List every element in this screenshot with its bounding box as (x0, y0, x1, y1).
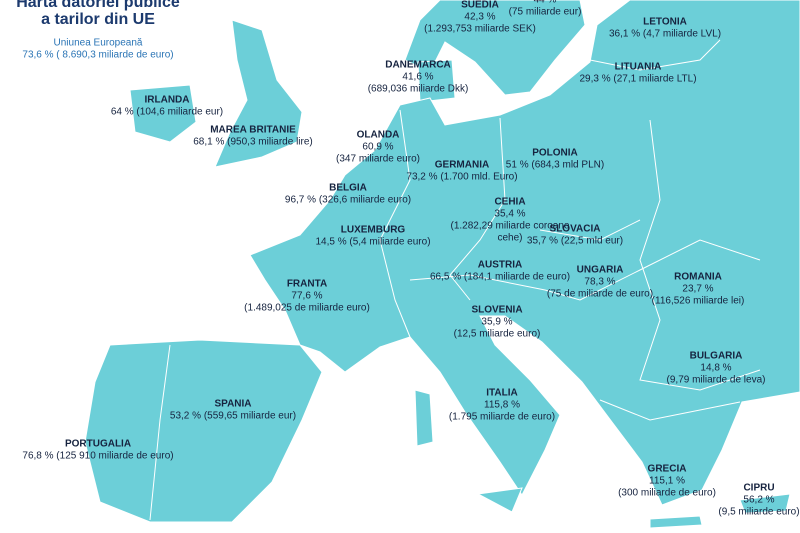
crete (649, 515, 703, 529)
ireland (129, 84, 197, 143)
debt-info: 96,7 % (326,6 miliarde euro) (285, 195, 411, 206)
country-name: IRLANDA (145, 95, 190, 106)
map-title: Harta datoriei publice (16, 0, 180, 11)
country-name: MAREA BRITANIE (210, 125, 296, 136)
debt-info: 53,2 % (559,65 miliarde eur) (170, 411, 296, 422)
sicily (476, 487, 523, 513)
debt-info: 66,5 % (184,1 miliarde de euro) (430, 272, 570, 283)
debt-info: 36,1 % (4,7 miliarde LVL) (609, 29, 721, 40)
debt-info: 42,3 % (464, 12, 495, 23)
country-name: SUEDIA (461, 0, 499, 11)
debt-info: 64 % (104,6 miliarde eur) (111, 107, 223, 118)
debt-info: (689,036 miliarde Dkk) (368, 84, 469, 95)
country-name: BULGARIA (690, 351, 743, 362)
iberia (84, 339, 323, 523)
debt-info: 29,3 % (27,1 miliarde LTL) (579, 74, 696, 85)
debt-info: 23,7 % (682, 284, 713, 295)
country-name: ITALIA (486, 388, 517, 399)
debt-info: 77,6 % (291, 291, 322, 302)
corsica-sardinia (414, 389, 434, 447)
debt-info: cehe) (497, 233, 522, 244)
land (84, 0, 800, 529)
debt-info: (1.795 miliarde de euro) (449, 412, 555, 423)
scandinavia (404, 0, 586, 96)
country-name: BELGIA (329, 183, 367, 194)
mainland (249, 0, 800, 506)
country-name: FRANTA (287, 279, 327, 290)
country-name: LETONIA (643, 17, 687, 28)
debt-info: (116,526 miliarde lei) (652, 296, 745, 307)
debt-info: (9,5 miliarde euro) (718, 507, 799, 518)
union-info: Uniunea Europeană (54, 38, 143, 49)
country-name: ROMANIA (674, 272, 722, 283)
debt-info: 73,2 % (1.700 mld. Euro) (406, 172, 517, 183)
debt-info: 78,3 % (584, 277, 615, 288)
union-info: 73,6 % ( 8.690,3 miliarde de euro) (22, 50, 173, 61)
debt-info: (9,79 miliarde de leva) (667, 375, 766, 386)
country-name: LITUANIA (615, 62, 662, 73)
debt-info: 14,5 % (5,4 miliarde euro) (315, 237, 430, 248)
debt-info: (12,5 miliarde euro) (454, 329, 541, 340)
denmark (417, 59, 456, 103)
debt-info: 76,8 % (125 910 miliarde de euro) (22, 451, 173, 462)
country-name: DANEMARCA (385, 60, 451, 71)
debt-info: (75 de miliarde de euro) (547, 289, 653, 300)
debt-info: (1.489,025 de miliarde euro) (244, 303, 370, 314)
country-name: CEHIA (494, 197, 525, 208)
debt-info: (1.282,29 miliarde coroane (451, 221, 570, 232)
country-name: GERMANIA (435, 160, 489, 171)
debt-info: 41,6 % (402, 72, 433, 83)
country-name: GRECIA (648, 464, 687, 475)
great-britain (214, 19, 303, 168)
country-name: AUSTRIA (478, 260, 522, 271)
debt-info: (1.293,753 miliarde SEK) (424, 24, 536, 35)
debt-info: (347 miliarde euro) (336, 154, 420, 165)
country-name: SLOVACIA (550, 224, 601, 235)
country-name: PORTUGALIA (65, 439, 131, 450)
debt-info: 44 % (534, 0, 557, 6)
border (589, 39, 721, 71)
border (379, 109, 411, 338)
border (149, 344, 171, 521)
country-name: UNGARIA (577, 265, 624, 276)
country-name: LUXEMBURG (341, 225, 406, 236)
map-title: a tarilor din UE (41, 11, 155, 28)
debt-info: 35,7 % (22,5 mld eur) (527, 236, 623, 247)
debt-info: 68,1 % (950,3 miliarde lire) (193, 137, 313, 148)
debt-info: (300 miliarde de euro) (618, 488, 716, 499)
debt-info: 60,9 % (362, 142, 393, 153)
cyprus (739, 493, 791, 514)
country-name: SLOVENIA (471, 305, 522, 316)
border (449, 117, 506, 301)
debt-info: 51 % (684,3 mld PLN) (506, 160, 604, 171)
border (639, 119, 761, 391)
debt-info: 35,4 % (494, 209, 525, 220)
debt-info: 14,8 % (700, 363, 731, 374)
country-name: SPANIA (214, 399, 251, 410)
debt-info: 115,8 % (484, 400, 520, 411)
border (599, 399, 741, 421)
country-name: OLANDA (357, 130, 400, 141)
country-name: CIPRU (743, 483, 774, 494)
border (409, 239, 761, 301)
debt-info: 56,2 % (743, 495, 774, 506)
border (539, 219, 641, 241)
country-name: POLONIA (532, 148, 578, 159)
debt-info: 35,9 % (481, 317, 512, 328)
borders (149, 39, 761, 521)
debt-info: 115,1 % (649, 476, 685, 487)
debt-info: (75 miliarde eur) (509, 7, 582, 18)
